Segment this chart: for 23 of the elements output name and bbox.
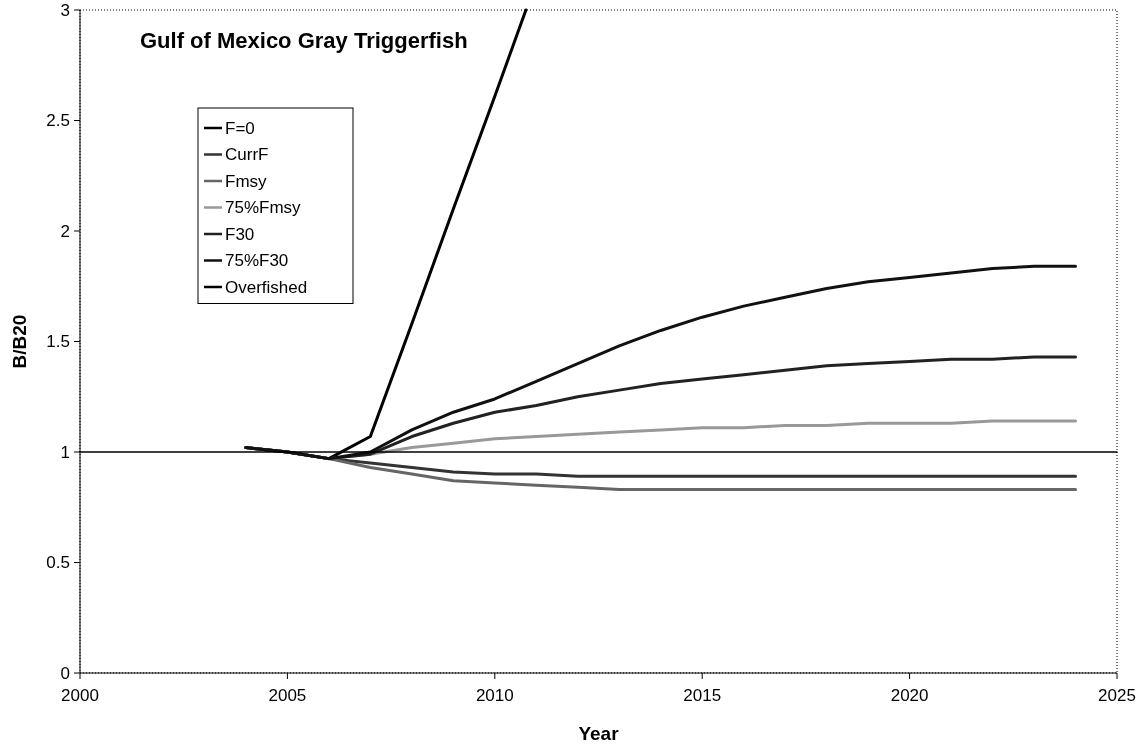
x-tick-label: 2025	[1098, 686, 1136, 705]
legend-label: 75%F30	[225, 251, 289, 271]
legend-label: F30	[225, 224, 255, 244]
y-tick-label: 2.5	[46, 111, 70, 131]
y-tick-label: 3	[60, 0, 70, 20]
x-tick-label: 2005	[268, 686, 307, 705]
legend-label: 75%Fmsy	[225, 198, 302, 218]
x-tick-label: 2020	[890, 686, 929, 705]
y-tick-label: 0	[60, 663, 70, 683]
x-tick-label: 2010	[475, 686, 514, 705]
x-axis-title: Year	[578, 723, 620, 744]
y-tick-label: 1	[60, 442, 70, 462]
x-tick-label: 2015	[683, 686, 722, 705]
legend-label: Fmsy	[225, 171, 268, 191]
legend-label: F=0	[225, 118, 255, 138]
y-axis-title: B/B20	[9, 314, 30, 369]
y-tick-label: 1.5	[46, 332, 70, 352]
legend-label: CurrF	[225, 145, 269, 165]
legend-label: Overfished	[225, 277, 308, 297]
y-tick-label: 2	[60, 221, 70, 241]
text: Gulf of Mexico Gray Triggerfish	[140, 28, 468, 53]
y-tick-label: 0.5	[46, 553, 70, 573]
x-tick-label: 2000	[61, 686, 99, 705]
